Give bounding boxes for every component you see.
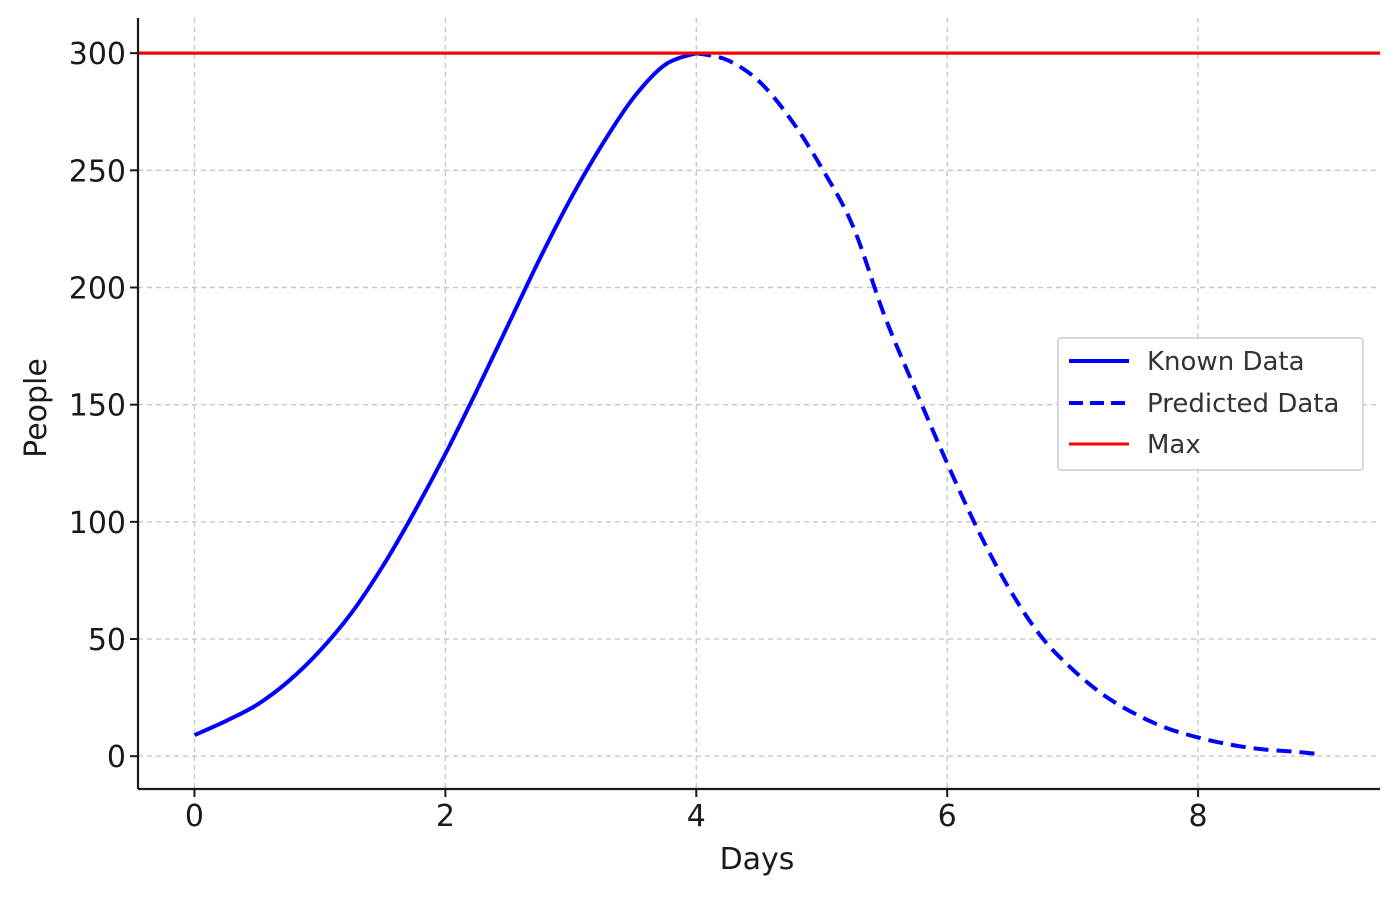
- legend-label-max: Max: [1147, 430, 1201, 460]
- legend-label-known-data: Known Data: [1147, 347, 1305, 377]
- y-tick-label: 50: [88, 623, 126, 658]
- x-tick-label: 8: [1189, 799, 1208, 834]
- x-axis-title: Days: [720, 842, 795, 877]
- y-tick-label: 200: [69, 271, 126, 306]
- series-line-known-data: [193, 51, 697, 737]
- y-tick-label: 250: [69, 154, 126, 189]
- y-axis-title: People: [19, 358, 54, 458]
- legend-label-predicted-data: Predicted Data: [1147, 389, 1339, 419]
- y-tick-label: 0: [107, 740, 126, 775]
- ticks: 0 2 4 6 8 0 50 100 150 200 250 300: [69, 37, 1208, 834]
- series-line-predicted-data: [695, 51, 1318, 756]
- x-tick-label: 2: [436, 799, 455, 834]
- legend: Known Data Predicted Data Max: [1057, 337, 1364, 471]
- x-tick-label: 6: [938, 799, 957, 834]
- series-layer: [138, 51, 1380, 756]
- y-tick-label: 150: [69, 389, 126, 424]
- x-tick-label: 4: [687, 799, 706, 834]
- y-tick-label: 300: [69, 37, 126, 72]
- axes: [136, 18, 1380, 791]
- x-tick-label: 0: [185, 799, 204, 834]
- y-tick-label: 100: [69, 506, 126, 541]
- legend-frame: [1057, 337, 1364, 471]
